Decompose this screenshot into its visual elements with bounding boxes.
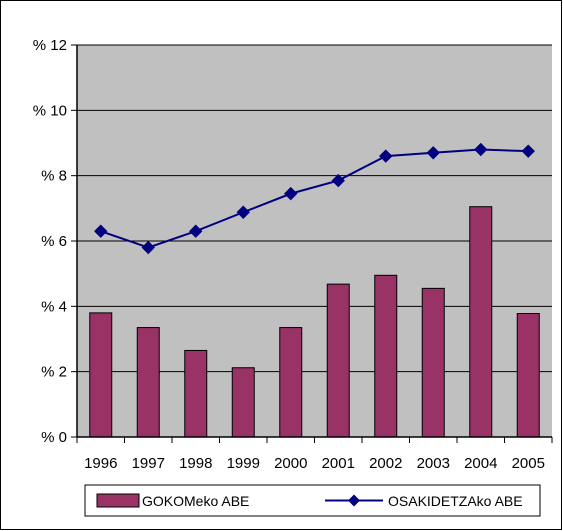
line-point	[236, 205, 250, 219]
x-tick-label: 1997	[132, 455, 165, 472]
series-line	[100, 148, 529, 249]
line-point	[474, 142, 488, 157]
line-series	[94, 142, 535, 255]
y-tick-label: % 6	[41, 233, 67, 250]
x-tick-label: 2002	[369, 455, 402, 472]
y-tick-label: % 0	[41, 429, 67, 446]
legend-swatch-bar	[96, 493, 140, 508]
x-tick-label: 2004	[464, 455, 497, 472]
line-point	[379, 149, 393, 163]
bar-series	[89, 206, 540, 438]
y-tick-label: % 8	[41, 168, 67, 185]
y-tick-label: % 2	[41, 364, 67, 381]
y-tick-label: % 10	[33, 102, 67, 119]
legend-swatch-marker	[348, 494, 360, 507]
line-point	[284, 186, 298, 201]
legend: GOKOMeko ABE OSAKIDETZAko ABE	[84, 484, 541, 517]
legend-label: OSAKIDETZAko ABE	[388, 493, 523, 509]
bar	[421, 287, 445, 438]
y-tick-label: % 12	[33, 37, 67, 54]
bar	[326, 283, 350, 438]
x-tick-label: 2000	[274, 455, 307, 472]
bar	[469, 206, 493, 438]
bar	[516, 313, 540, 438]
x-tick-label: 2003	[417, 455, 450, 472]
axes: % 0 % 2 % 4 % 6 % 8 % 10 % 12 1996 1997 1998 1999 2…	[33, 37, 553, 472]
line-point	[94, 224, 108, 238]
bar	[136, 327, 160, 438]
line-point	[521, 144, 535, 158]
line-point	[189, 224, 203, 238]
x-tick-label: 1998	[179, 455, 212, 472]
legend-label: GOKOMeko ABE	[142, 493, 249, 509]
x-tick-label: 1999	[227, 455, 260, 472]
bar	[374, 274, 398, 438]
line-point	[331, 173, 345, 188]
bar	[231, 367, 255, 438]
x-tick-label: 2001	[322, 455, 355, 472]
line-point	[141, 240, 155, 255]
bar	[279, 327, 303, 438]
legend-box	[84, 484, 541, 517]
y-tick-label: % 4	[41, 298, 67, 315]
line-point	[426, 146, 440, 160]
bar	[89, 312, 113, 438]
x-tick-label: 1996	[84, 455, 117, 472]
x-tick-label: 2005	[512, 455, 545, 472]
bar	[184, 349, 208, 438]
